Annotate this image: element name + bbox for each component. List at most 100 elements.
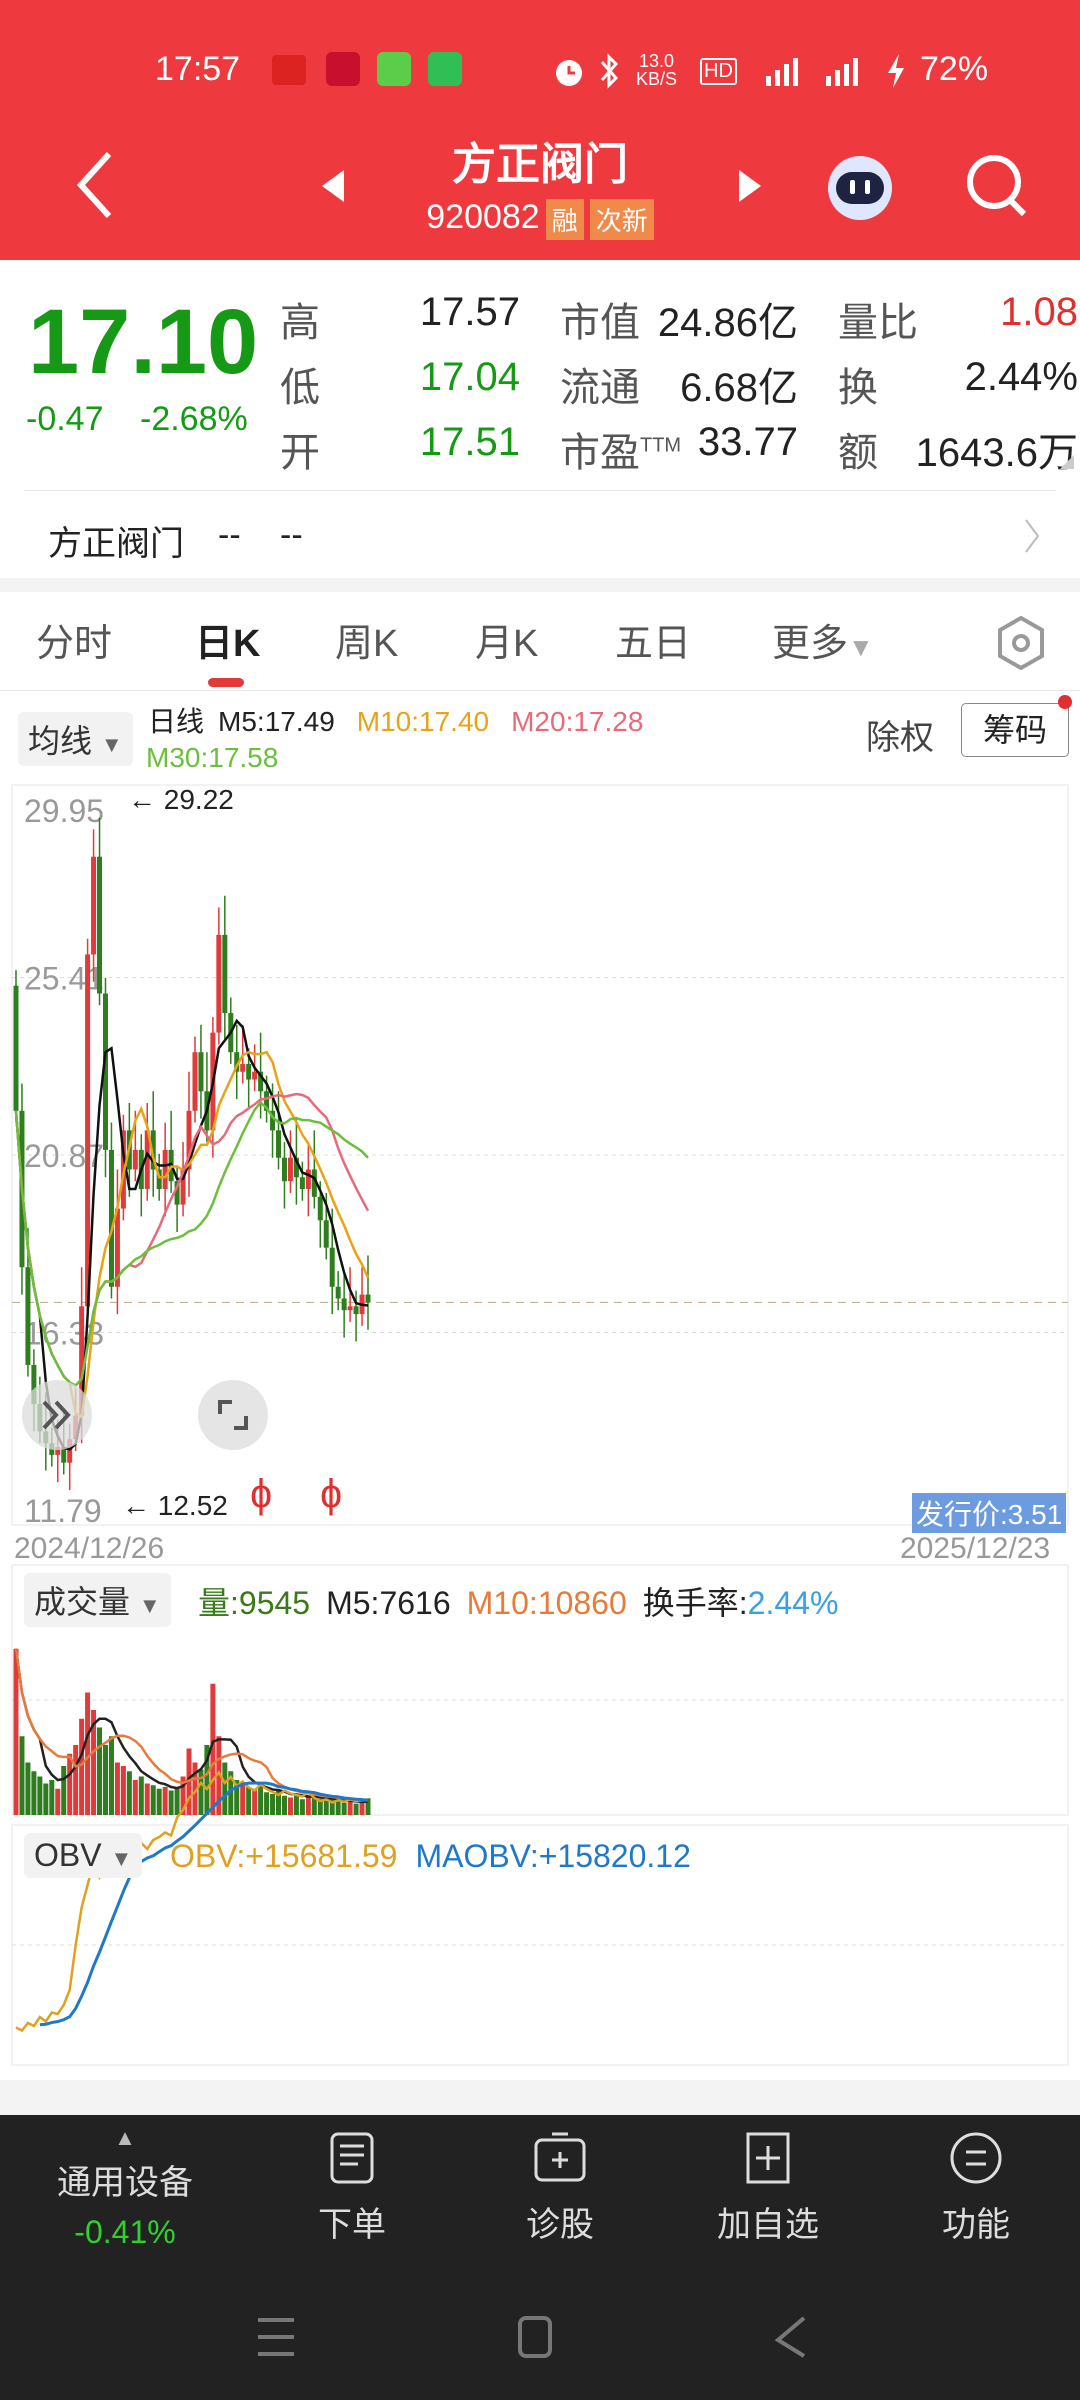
- candle: [293, 1157, 299, 1178]
- volume-bar: [49, 1780, 55, 1815]
- candle: [108, 1149, 114, 1287]
- sector-button[interactable]: ▲ 通用设备 -0.41%: [20, 2125, 230, 2251]
- net-unit: KB/S: [636, 69, 678, 89]
- candle: [91, 856, 97, 955]
- dropdown-arrow-icon: ▼: [100, 732, 123, 757]
- notification-dot: [1058, 695, 1072, 709]
- tab-2[interactable]: 周K: [335, 612, 398, 667]
- margin-badge: 融: [545, 198, 584, 240]
- tab-0[interactable]: 分时: [36, 612, 112, 667]
- ma20-value: M20:17.28: [511, 706, 644, 737]
- chevron-right-icon: [1025, 519, 1040, 553]
- robot-assistant-icon[interactable]: [822, 150, 898, 220]
- divider: [24, 490, 1056, 491]
- candle: [180, 1169, 186, 1205]
- ma30-value: M30:17.58: [146, 742, 279, 773]
- signal-5g-icon: [826, 58, 858, 86]
- volume-bar: [293, 1794, 299, 1815]
- ttm-label: TTM: [640, 434, 682, 457]
- volume-bar: [323, 1801, 329, 1815]
- volume-bar: [126, 1771, 132, 1815]
- candle: [270, 1110, 276, 1131]
- candle: [287, 1157, 293, 1182]
- candle: [305, 1169, 311, 1190]
- tab-label: 五日: [615, 623, 692, 665]
- volume-bar: [276, 1790, 282, 1815]
- back-nav-icon[interactable]: [770, 2314, 810, 2360]
- event-marker-icon[interactable]: ɸ: [250, 1472, 272, 1516]
- chips-button[interactable]: 筹码: [961, 703, 1069, 757]
- toolbar-item[interactable]: 下单: [272, 2130, 432, 2246]
- volume-select-label: 成交量: [34, 1584, 131, 1620]
- issue-price-label: 发行价:3.51: [912, 1493, 1067, 1533]
- volume-indicator-dropdown[interactable]: 成交量 ▼: [24, 1573, 171, 1627]
- event-marker-icon[interactable]: ɸ: [320, 1472, 342, 1516]
- volume-bar: [67, 1753, 73, 1815]
- tab-label: 月K: [475, 623, 539, 665]
- tab-1[interactable]: 日K: [195, 612, 260, 667]
- volume-bar: [311, 1797, 317, 1815]
- volume-bar: [144, 1783, 150, 1815]
- obv-value: OBV:+15681.59: [170, 1838, 398, 1874]
- home-icon[interactable]: [518, 2316, 552, 2358]
- volume-bar: [73, 1745, 79, 1815]
- y-tick-label: 11.79: [24, 1493, 102, 1529]
- signal-5g-icon: [766, 58, 798, 86]
- tab-3[interactable]: 月K: [475, 612, 538, 667]
- volume-bar: [270, 1794, 276, 1815]
- tab-label: 分时: [36, 623, 113, 665]
- toolbar-item[interactable]: 诊股: [480, 2130, 640, 2246]
- candle: [299, 1177, 305, 1190]
- tab-4[interactable]: 五日: [615, 612, 691, 667]
- turnover-value: 2.44%: [747, 1585, 839, 1621]
- toolbar-item[interactable]: 功能: [896, 2130, 1056, 2246]
- tab-5[interactable]: 更多▼: [772, 612, 874, 667]
- volume-bar: [55, 1788, 61, 1815]
- volume-bar: [246, 1787, 252, 1815]
- prev-stock-icon[interactable]: [318, 168, 348, 204]
- candle: [79, 1306, 85, 1416]
- quote-label: 开: [280, 431, 320, 475]
- quote-label: 市盈: [560, 431, 640, 475]
- ma-select-dropdown[interactable]: 均线 ▼: [18, 712, 133, 766]
- toolbar-item[interactable]: 加自选: [688, 2130, 848, 2246]
- quote-label: 量比: [838, 301, 918, 345]
- last-price: 17.10: [28, 291, 259, 393]
- candle: [174, 1181, 180, 1205]
- candle: [150, 1130, 156, 1170]
- candle: [222, 934, 228, 1014]
- fullscreen-icon: [218, 1400, 248, 1430]
- volume-bar: [198, 1769, 204, 1815]
- candle: [144, 1130, 150, 1190]
- next-stock-icon[interactable]: [735, 168, 765, 204]
- quote-value: 17.57: [419, 290, 520, 334]
- volume-bar: [43, 1783, 49, 1815]
- volume-bar: [335, 1800, 341, 1815]
- ex-rights-button[interactable]: 除权: [866, 719, 934, 757]
- recent-apps-icon[interactable]: [258, 2318, 294, 2356]
- volume-bar: [305, 1795, 311, 1815]
- ma-select-label: 均线: [28, 723, 93, 759]
- sector-change: -0.41%: [74, 2214, 176, 2250]
- expand-corner-icon[interactable]: [1060, 455, 1074, 469]
- start-date: 2024/12/26: [14, 1532, 165, 1565]
- quote-label: 流通: [560, 366, 640, 410]
- volume-bar: [138, 1776, 144, 1815]
- search-icon[interactable]: [962, 150, 1032, 220]
- obv-indicator-dropdown[interactable]: OBV ▼: [24, 1833, 143, 1878]
- volume-bar: [329, 1799, 335, 1815]
- scroll-to-end-button[interactable]: [22, 1380, 92, 1450]
- toolbar-item-label: 下单: [318, 2206, 386, 2244]
- obv-select-label: OBV: [34, 1837, 102, 1873]
- toolbar-item-label: 加自选: [717, 2206, 819, 2244]
- fullscreen-button[interactable]: [198, 1380, 268, 1450]
- settings-icon[interactable]: [995, 615, 1047, 671]
- related-stock-row[interactable]: 方正阀门 -- --: [0, 500, 1080, 575]
- back-icon[interactable]: [75, 150, 115, 220]
- maobv-value: MAOBV:+15820.12: [415, 1838, 691, 1874]
- volume-bar: [168, 1790, 174, 1815]
- new-stock-badge: 次新: [589, 198, 654, 240]
- upload-icon: [428, 52, 462, 86]
- battery-level: 72%: [920, 50, 989, 88]
